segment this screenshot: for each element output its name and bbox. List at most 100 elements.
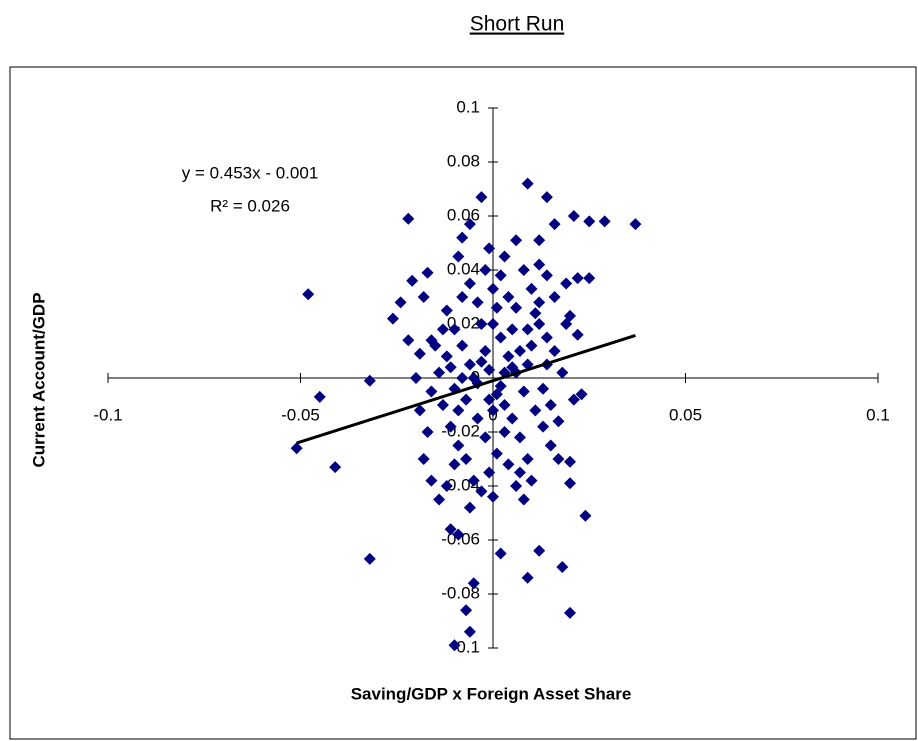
point [533,296,546,309]
point [552,415,565,428]
point [483,242,496,255]
point [394,296,407,309]
point [456,291,469,303]
point [513,466,526,479]
point [506,412,519,425]
point [433,493,446,506]
point [452,528,465,541]
point [460,393,473,406]
point [583,215,596,228]
point [552,453,565,465]
point [456,231,469,244]
point [463,358,476,371]
point [413,347,426,360]
point [410,372,422,384]
x-tick-label: -0.1 [93,405,122,424]
point [302,288,315,301]
trendline-equation: y = 0.453x - 0.001 [182,163,319,182]
point [560,277,573,290]
point [429,339,442,352]
point [494,331,507,344]
point [502,350,515,363]
point [525,339,538,352]
point [463,625,476,638]
point [463,218,476,231]
point [510,480,523,492]
point [448,323,461,336]
trendline [296,334,636,445]
point [556,366,569,379]
point [425,385,438,398]
point [533,544,546,557]
point [417,291,430,303]
point [313,390,326,403]
point [440,304,453,317]
point [544,439,557,452]
y-tick-label: -0.1 [451,637,480,656]
point [471,296,484,309]
point [502,458,515,471]
point [564,455,576,468]
point [548,291,561,303]
chart-frame [9,66,917,740]
point [506,323,519,336]
point [537,420,550,433]
point [475,191,488,204]
point [436,399,449,411]
y-tick-label: 0.08 [447,151,480,170]
point [402,334,415,347]
point [456,339,469,352]
point [463,501,476,514]
point [540,191,553,204]
point [548,218,561,231]
point [463,277,476,290]
point [494,547,507,560]
point [452,404,465,417]
point [452,250,465,263]
x-tick-label: -0.05 [281,405,320,424]
point [583,272,596,285]
point [448,639,461,652]
point [467,372,480,384]
point [440,480,453,492]
point [479,264,492,276]
point [556,561,569,573]
point [475,355,488,368]
y-tick-label: -0.08 [441,583,480,602]
point [487,282,499,295]
point [548,345,561,357]
point [490,301,503,314]
point [521,571,534,584]
point [444,361,457,374]
point [510,301,523,314]
y-tick-label: 0.04 [447,259,480,278]
point [533,234,546,247]
point [483,466,496,479]
point [456,372,469,384]
point [598,215,611,228]
point [533,258,546,271]
point [479,431,492,444]
point [525,474,538,487]
point [467,577,480,590]
point [421,266,434,279]
y-tick-label: 0.1 [456,97,480,116]
point [540,269,553,282]
point [475,318,488,330]
x-axis-title: Saving/GDP x Foreign Asset Share [351,684,632,703]
point [513,345,526,357]
point [513,431,526,444]
point [386,312,399,325]
point [490,447,503,460]
point [436,323,449,336]
point [479,345,492,357]
point [483,393,496,406]
point [525,282,538,295]
point [502,291,515,303]
point [444,523,457,536]
chart-title: Short Run [470,13,565,36]
x-tick-label: 0.1 [866,405,890,424]
point [537,382,550,395]
point [363,552,376,565]
